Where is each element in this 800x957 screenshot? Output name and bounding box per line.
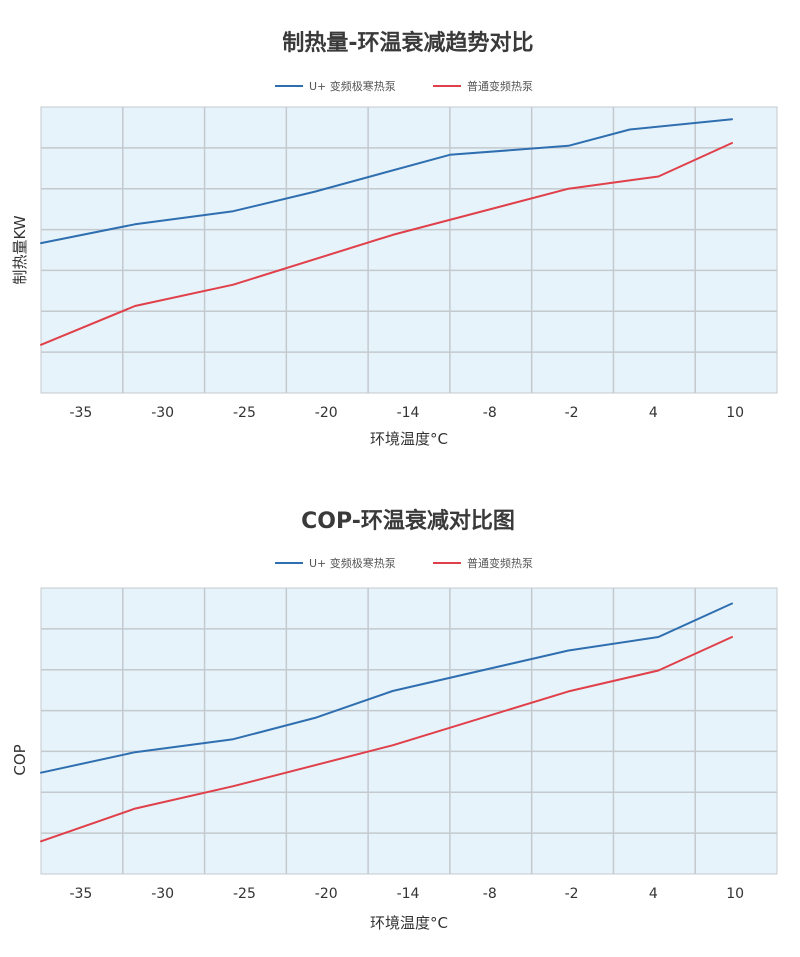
chart-1: 制热量-环温衰减趋势对比 U+ 变频极寒热泵 普通变频热泵 -35 -30 -25-… [11,30,778,448]
x-tick-label: -25 [233,886,256,902]
x-tick-label: -8 [483,886,497,902]
chart-1-plot-area [40,106,778,394]
x-tick-label: 4 [649,405,658,421]
series-line-1 [40,602,733,774]
series-line-2 [40,142,733,346]
series-line-2 [40,636,733,843]
x-tick-label: -25 [233,405,256,421]
x-tick-label: 10 [726,886,744,902]
chart-2: COP-环温衰减对比图 U+ 变频极寒热泵 普通变频热泵 -35 -30 -25 -2… [11,508,778,932]
chart-2-legend-label-2: 普通变频热泵 [467,556,533,570]
chart-2-grid [41,588,777,874]
chart-2-series [40,602,733,843]
chart-2-legend-label-1: U+ 变频极寒热泵 [309,556,396,570]
x-tick-label: -35 [69,405,92,421]
series-line-1 [40,118,733,245]
chart-1-title: 制热量-环温衰减趋势对比 [282,30,533,56]
x-tick-label: -2 [565,886,579,902]
x-tick-label: 4 [649,886,658,902]
x-tick-label: -2 [565,405,579,421]
chart-2-title: COP-环温衰减对比图 [301,508,515,534]
x-tick-label: 10 [726,405,744,421]
chart-1-legend: U+ 变频极寒热泵 普通变频热泵 [275,79,533,93]
chart-1-legend-label-2: 普通变频热泵 [467,79,533,93]
x-tick-label: -8 [483,405,497,421]
chart-1-legend-label-1: U+ 变频极寒热泵 [309,79,396,93]
chart-1-series [40,118,733,346]
x-tick-label: -14 [397,886,420,902]
x-tick-label: -35 [69,886,92,902]
x-tick-label: -20 [315,405,338,421]
chart-2-x-axis-label: 环境温度°C [370,914,448,932]
x-tick-label: -20 [315,886,338,902]
chart-2-y-axis-label: COP [11,744,29,775]
chart-1-x-axis-label: 环境温度°C [370,430,448,448]
chart-1-y-axis-label: 制热量KW [11,215,29,284]
chart-2-plot-area [40,587,778,875]
x-tick-label: -30 [151,886,174,902]
x-tick-label: -30 [151,405,174,421]
chart-2-x-ticks: -35 -30 -25 -20 -14 -8 -2 4 10 [69,886,744,902]
chart-2-legend: U+ 变频极寒热泵 普通变频热泵 [275,556,533,570]
x-tick-label: -14 [397,405,420,421]
chart-1-x-ticks: -35 -30 -25 -20 -14 -8 -2 4 10 [69,405,744,421]
